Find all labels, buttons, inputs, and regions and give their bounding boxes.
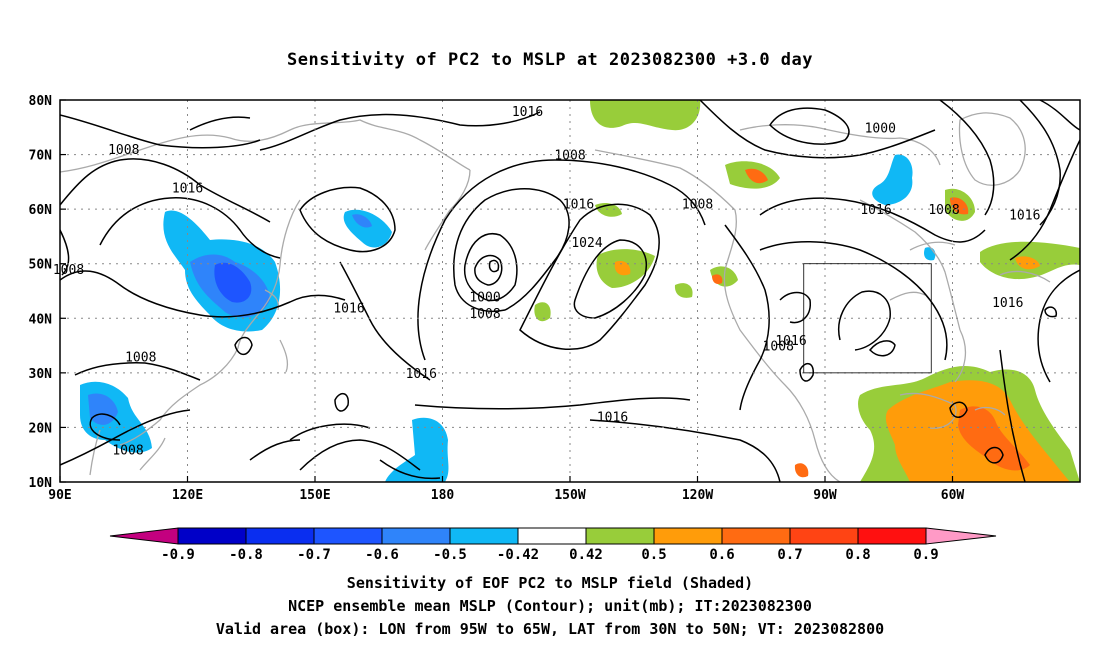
positive-sensitivity-region [534, 302, 551, 322]
isobar-label: 1008 [469, 307, 500, 322]
isobar-label: 1016 [406, 367, 437, 382]
negative-sensitivity-region [872, 154, 913, 205]
colorbar-bin [517, 527, 587, 545]
colorbar-label: 0.7 [777, 547, 802, 563]
positive-sensitivity-region [958, 406, 1030, 471]
positive-sensitivity-region [950, 197, 969, 215]
isobar-label: 1000 [469, 290, 500, 305]
negative-sensitivity-region [385, 417, 449, 482]
isobar-label: 1008 [53, 263, 84, 278]
lat-lon-grid [60, 100, 1080, 482]
colorbar-high-arrow [925, 527, 997, 545]
isobar-label: 1008 [108, 143, 139, 158]
colorbar-label: -0.9 [161, 547, 195, 563]
lon-tick-label: 150W [554, 488, 585, 503]
isobar-label: 1008 [928, 203, 959, 218]
caption-valid-area: Valid area (box): LON from 95W to 65W, L… [215, 620, 885, 638]
colorbar-low-arrow [109, 527, 179, 545]
lat-tick-label: 10N [29, 476, 53, 491]
colorbar-label: 0.8 [845, 547, 870, 563]
colorbar-bin [721, 527, 791, 545]
isobar-label: 1008 [112, 443, 143, 458]
isobar-label: 1016 [333, 301, 364, 316]
negative-sensitivity-region [88, 393, 118, 425]
positive-sensitivity-region [794, 463, 809, 478]
colorbar-label: 0.6 [709, 547, 734, 563]
colorbar: -0.9 -0.8 -0.7 -0.6 -0.5 -0.42 0.42 0.5 0.6 0.7 0.… [109, 527, 997, 563]
isobar-label: 1000 [865, 121, 896, 136]
isobar-label: 1016 [775, 334, 806, 349]
colorbar-bin [313, 527, 383, 545]
colorbar-label: -0.42 [497, 547, 539, 563]
colorbar-bin [449, 527, 519, 545]
lon-tick-label: 150E [299, 488, 330, 503]
isobar-label: 1016 [597, 411, 628, 426]
lon-tick-label: 180 [431, 488, 455, 503]
colorbar-bin [381, 527, 451, 545]
colorbar-label: -0.5 [433, 547, 467, 563]
latitude-axis: 80N 70N 60N 50N 40N 30N 20N 10N [29, 94, 66, 491]
lat-tick-label: 20N [29, 421, 53, 436]
isobar-label: 1016 [563, 198, 594, 213]
lon-tick-label: 90W [813, 488, 837, 503]
valid-area-box [803, 263, 932, 374]
colorbar-bin [789, 527, 859, 545]
lat-tick-label: 50N [29, 258, 53, 273]
colorbar-label: 0.5 [641, 547, 666, 563]
positive-sensitivity-region [614, 260, 631, 276]
caption-shading: Sensitivity of EOF PC2 to MSLP field (Sh… [346, 574, 754, 592]
colorbar-label: 0.9 [913, 547, 938, 563]
positive-sensitivity-region [745, 168, 768, 184]
lon-tick-label: 90E [48, 488, 71, 503]
negative-sensitivity-region [924, 247, 936, 261]
isobar-label: 1016 [992, 296, 1023, 311]
colorbar-label: 0.42 [569, 547, 603, 563]
positive-sensitivity-region [712, 274, 723, 285]
negative-sensitivity-region [352, 214, 372, 228]
map-title: Sensitivity of PC2 to MSLP at 2023082300… [286, 50, 813, 70]
lat-tick-label: 70N [29, 149, 53, 164]
lon-tick-label: 60W [941, 488, 965, 503]
colorbar-label: -0.7 [297, 547, 331, 563]
isobar-label: 1016 [1009, 209, 1040, 224]
lat-tick-label: 30N [29, 367, 53, 382]
positive-sensitivity-region [1015, 256, 1040, 270]
lon-tick-label: 120W [682, 488, 713, 503]
colorbar-label: -0.6 [365, 547, 399, 563]
negative-sensitivity-region [343, 209, 392, 248]
isobar-label: 1024 [571, 236, 602, 251]
colorbar-bin [177, 527, 247, 545]
sensitivity-shading [80, 100, 1080, 482]
caption-contour: NCEP ensemble mean MSLP (Contour); unit(… [288, 597, 812, 615]
positive-sensitivity-region [590, 100, 701, 131]
colorbar-bin [585, 527, 655, 545]
lat-tick-label: 40N [29, 312, 53, 327]
colorbar-bin [653, 527, 723, 545]
positive-sensitivity-region [674, 283, 693, 298]
isobar-label: 1008 [125, 350, 156, 365]
lat-tick-label: 60N [29, 203, 53, 218]
colorbar-bin [857, 527, 927, 545]
mslp-isobars [60, 100, 1080, 482]
isobar-label: 1008 [763, 340, 794, 355]
negative-sensitivity-region [214, 262, 252, 303]
longitude-axis: 90E 120E 150E 180 150W 120W 90W 60W [48, 476, 964, 503]
colorbar-label: -0.8 [229, 547, 263, 563]
lon-tick-label: 120E [172, 488, 203, 503]
lat-tick-label: 80N [29, 94, 53, 109]
isobar-label: 1016 [860, 203, 891, 218]
colorbar-bin [245, 527, 315, 545]
isobar-label: 1016 [512, 105, 543, 120]
coastlines [60, 112, 1051, 482]
isobar-label: 1016 [172, 181, 203, 196]
